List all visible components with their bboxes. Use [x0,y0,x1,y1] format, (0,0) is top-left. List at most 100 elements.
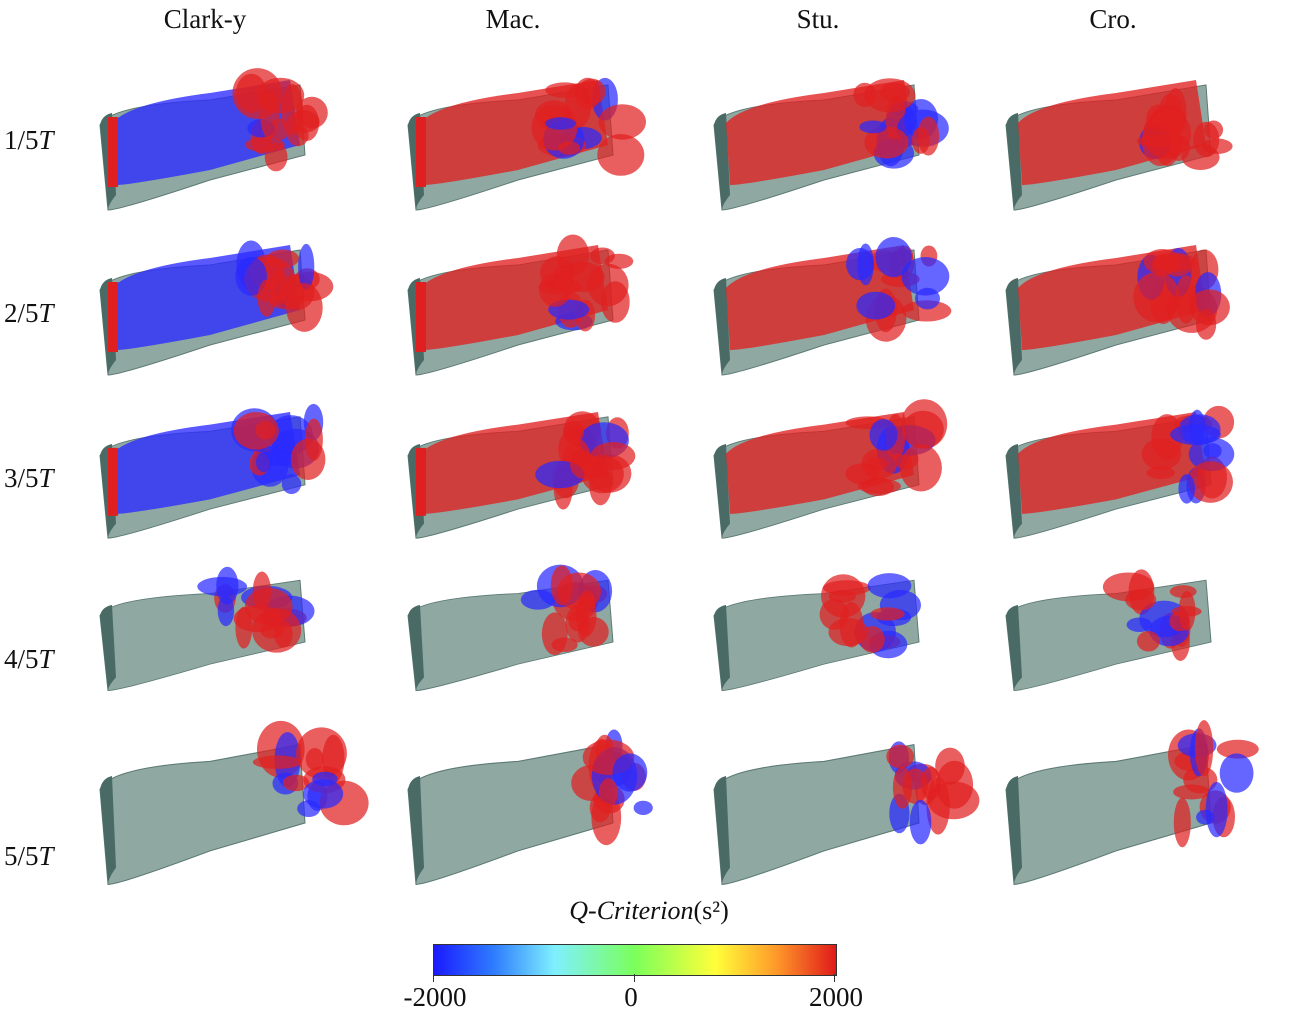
vortex-structure [901,300,952,322]
vortex-structure [252,571,271,611]
vortex-structure [545,117,577,130]
vortex-structure [562,420,584,444]
vortex-structure [1188,461,1233,503]
panel-5-2 [398,700,698,890]
row-label-5: 5/5T [4,841,54,871]
vortex-structure [578,590,596,614]
panel-2-1 [90,210,390,380]
vortex-structure [1216,739,1259,759]
leading-edge-vortex [108,447,118,516]
colorbar-label-max: 2000 [809,982,863,1012]
leading-edge [714,444,730,539]
vortex-structure [597,134,645,176]
vortex-structure [1143,249,1181,275]
panel-1-1 [90,45,390,215]
vortex-structure [274,620,293,648]
vortex-structure [1205,782,1228,838]
vortex-structure [587,263,629,307]
vortex-structure [846,248,874,281]
vortex-structure [1178,474,1195,504]
vortex-structure [935,747,965,785]
airfoil-body [713,579,920,692]
colorbar-tick-max [834,974,835,982]
vortex-structure [290,438,326,481]
vortex-structure [880,82,910,103]
leading-edge [1006,113,1022,210]
panel-1-2 [398,45,698,215]
vortex-structure [556,234,589,276]
panel-3-1 [90,378,390,543]
colorbar-tick-mid [634,974,635,982]
vortex-structure [902,410,944,449]
airfoil-body [407,744,614,885]
vortex-structure [869,419,898,451]
vortex-structure [264,142,288,172]
leading-edge [1006,444,1022,539]
vortex-structure [1196,309,1217,340]
leading-edge [1006,605,1022,691]
vortex-sheet [726,411,914,514]
leading-edge [408,776,424,885]
vortex-structure [864,126,909,159]
vortex-structure [856,291,896,320]
panel-2-2 [398,210,698,380]
leading-edge-vortex [108,117,118,187]
vortex-structure [1188,437,1235,472]
vortex-structure [1125,589,1157,611]
airfoil-body [713,744,920,885]
vortex-structure [1175,275,1197,324]
panel-3-3 [704,378,1004,543]
vortex-structure [298,243,315,290]
vortex-structure [1183,766,1218,794]
vortex-structure [886,744,915,769]
panel-1-3 [704,45,1004,215]
panel-3-4 [996,378,1296,543]
vortex-structure [255,451,273,473]
leading-edge [714,113,730,210]
vortex-structure [1164,88,1187,137]
vortex-structure [1146,466,1176,479]
vortex-structure [570,449,596,479]
vortex-structure [539,272,571,307]
vortex-structure [1173,797,1191,848]
row-label-3: 3/5T [4,463,54,493]
vortex-structure [257,279,276,317]
vortex-structure [866,457,888,471]
vortex-structure [1219,753,1254,793]
vortex-structure [819,598,849,630]
colorbar [433,944,837,976]
vortex-structure [892,766,913,809]
leading-edge-vortex [416,447,426,516]
leading-edge [1006,278,1022,375]
vortex-structure [568,610,587,632]
vortex-structure [551,637,578,653]
vortex-structure [545,82,584,98]
column-header-clark-y: Clark-y [163,4,247,34]
vortex-structure [233,605,282,633]
panel-5-3 [704,700,1004,890]
vortex-structure [598,778,618,808]
panel-4-3 [704,545,1004,695]
vortex-structure [867,573,912,599]
vortex-structure [281,474,302,494]
vortex-structure [927,781,980,820]
panel-3-2 [398,378,698,543]
leading-edge [1006,776,1022,885]
vortex-structure [870,607,905,621]
panel-1-4 [996,45,1296,215]
vortex-structure [1181,144,1220,170]
vortex-structure [235,73,267,113]
row-label-2: 2/5T [4,298,54,328]
vortex-structure [612,753,648,792]
vortex-structure [1136,631,1160,652]
leading-edge [100,605,116,691]
vortex-structure [862,477,894,497]
panel-4-4 [996,545,1296,695]
vortex-structure [520,589,556,610]
colorbar-label-min: -2000 [403,982,467,1012]
vortex-structure [859,626,885,653]
leading-edge-vortex [108,282,118,352]
vortex-structure [282,774,310,792]
vortex-structure [875,237,912,278]
vortex-structure [1171,606,1202,617]
